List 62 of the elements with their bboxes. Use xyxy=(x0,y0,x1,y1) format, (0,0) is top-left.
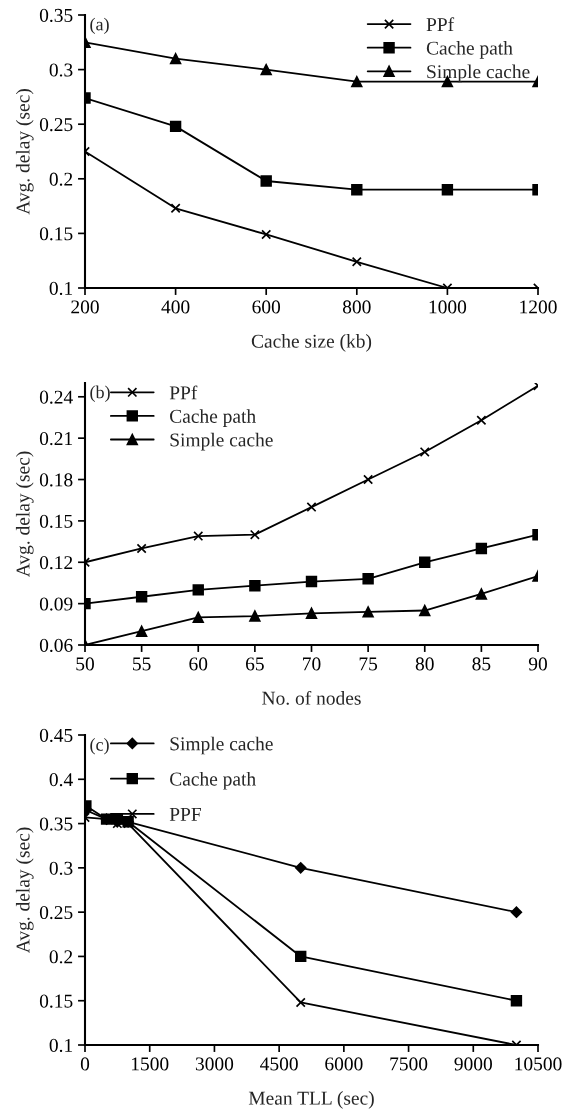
legend-label: Cache path xyxy=(426,41,513,59)
x-axis-title: Mean TLL (sec) xyxy=(248,1091,374,1109)
y-axis-title: Avg. delay (sec) xyxy=(15,89,34,215)
legend-label: Cache path xyxy=(170,771,256,790)
y-tick-label: 0.2 xyxy=(49,950,73,964)
y-axis-title: Avg. delay (sec) xyxy=(15,827,34,954)
y-axis-title: Avg. delay (sec) xyxy=(15,451,34,578)
y-tick-label: 0.15 xyxy=(39,514,73,528)
x-tick-label: 65 xyxy=(245,657,264,671)
x-tick-label: 55 xyxy=(133,657,151,671)
x-tick-label: 4500 xyxy=(260,1057,298,1071)
x-tick-label: 800 xyxy=(342,300,371,314)
y-tick-label: 0.18 xyxy=(39,473,73,487)
x-tick-label: 90 xyxy=(528,657,547,671)
x-tick-label: 85 xyxy=(472,657,491,671)
y-tick-label: 0.4 xyxy=(49,773,73,787)
y-tick-label: 0.1 xyxy=(49,1038,73,1053)
y-tick-label: 0.25 xyxy=(39,905,73,920)
x-tick-label: 70 xyxy=(303,657,321,671)
y-tick-label: 0.12 xyxy=(39,556,73,570)
legend-label: Simple cache xyxy=(170,736,273,755)
x-tick-label: 1200 xyxy=(520,300,557,314)
x-axis-title: No. of nodes xyxy=(262,690,361,705)
legend-label: PPf xyxy=(426,17,455,31)
x-tick-label: 60 xyxy=(189,657,208,671)
legend-label: Simple cache xyxy=(170,432,273,451)
x-tick-label: 9000 xyxy=(454,1057,492,1071)
legend-label: Cache path xyxy=(170,409,256,427)
x-axis-title: Cache size (kb) xyxy=(251,334,372,352)
x-tick-label: 50 xyxy=(76,657,94,671)
y-tick-label: 0.35 xyxy=(39,8,73,23)
x-tick-label: 1500 xyxy=(131,1057,169,1071)
x-tick-label: 80 xyxy=(415,657,434,671)
annotation: (a) xyxy=(90,17,109,35)
y-tick-label: 0.1 xyxy=(49,281,73,296)
y-tick-label: 0.2 xyxy=(49,172,73,186)
y-tick-label: 0.15 xyxy=(39,994,73,1008)
y-tick-label: 0.09 xyxy=(39,597,73,611)
y-tick-label: 0.06 xyxy=(39,638,73,653)
x-tick-label: 0 xyxy=(80,1057,90,1071)
y-tick-label: 0.15 xyxy=(39,227,73,241)
x-tick-label: 3000 xyxy=(195,1057,234,1071)
x-tick-label: 200 xyxy=(71,300,99,314)
legend-label: PPF xyxy=(169,807,201,821)
annotation: (c) xyxy=(90,738,109,755)
x-tick-label: 400 xyxy=(161,300,190,314)
y-tick-label: 0.35 xyxy=(39,817,73,831)
y-tick-label: 0.25 xyxy=(39,118,73,132)
legend-label: Simple cache xyxy=(427,64,530,83)
x-tick-label: 6000 xyxy=(325,1057,363,1071)
y-tick-label: 0.21 xyxy=(39,431,73,446)
y-tick-label: 0.45 xyxy=(39,728,73,743)
annotation: (b) xyxy=(90,385,110,402)
y-tick-label: 0.3 xyxy=(49,63,73,77)
y-tick-label: 0.24 xyxy=(39,390,73,404)
x-tick-label: 10500 xyxy=(515,1057,562,1071)
x-tick-label: 600 xyxy=(252,300,281,314)
x-tick-label: 75 xyxy=(359,657,378,671)
legend-label: PPf xyxy=(169,385,198,400)
x-tick-label: 1000 xyxy=(429,300,467,314)
y-tick-label: 0.3 xyxy=(49,861,73,875)
x-tick-label: 7500 xyxy=(390,1057,428,1071)
